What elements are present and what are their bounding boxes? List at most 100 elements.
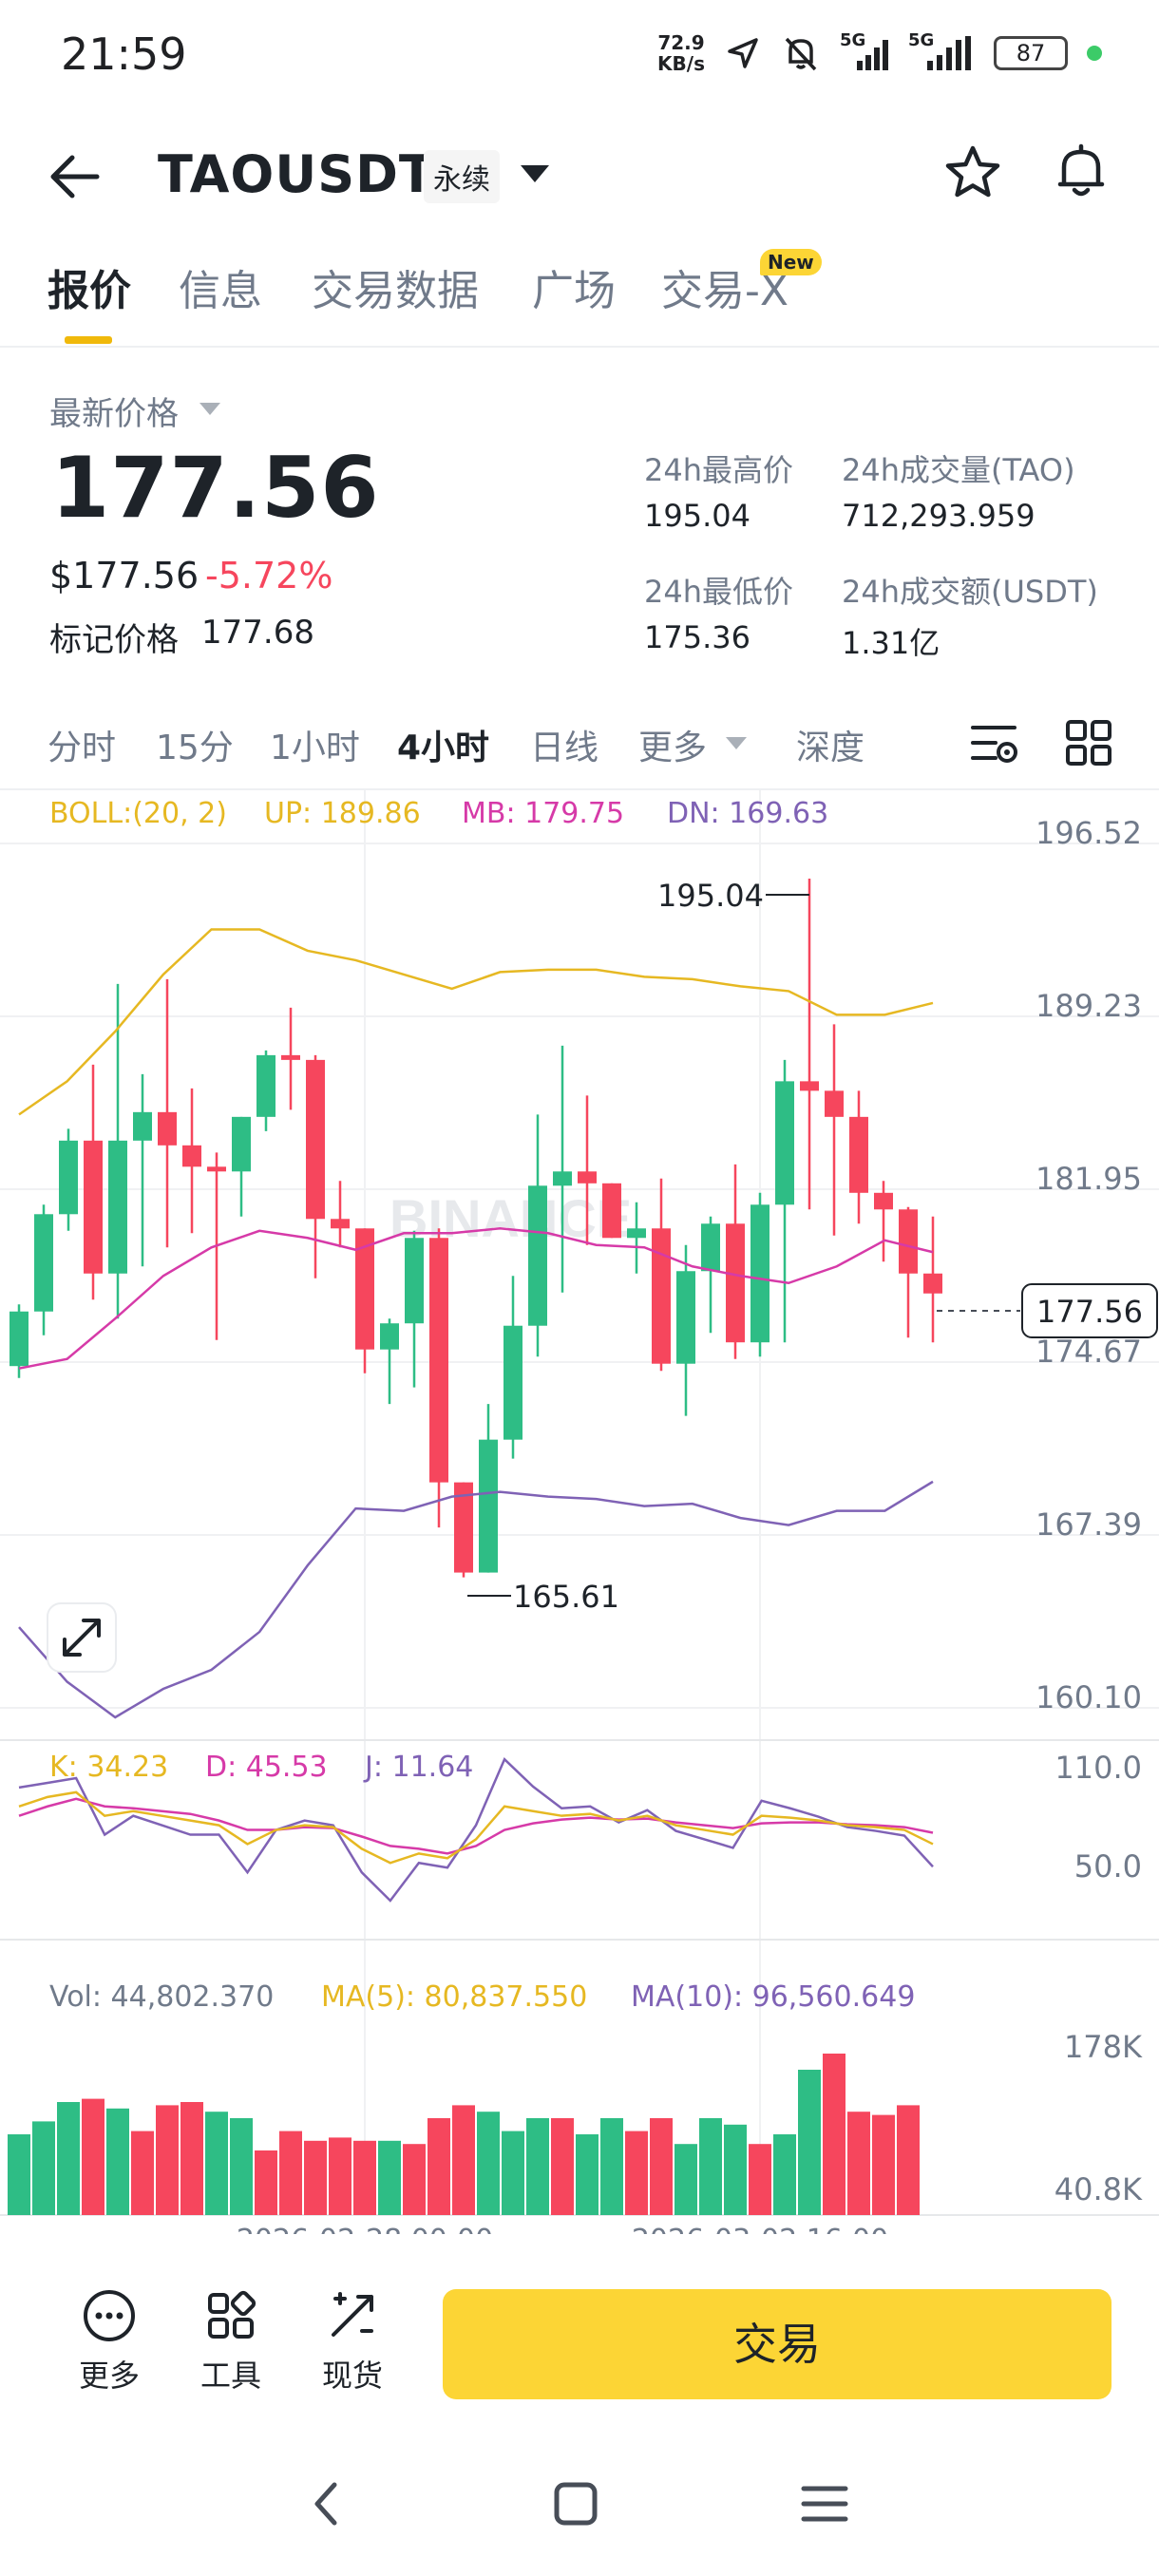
symbol-title[interactable]: TAOUSDT: [158, 144, 435, 204]
volume-bar-30: [724, 2124, 747, 2215]
last-price-label[interactable]: 最新价格: [49, 395, 179, 433]
interval-time-share[interactable]: 分时: [48, 729, 117, 767]
spot-button[interactable]: 现货: [300, 2287, 405, 2396]
candle-body-16: [380, 1323, 399, 1350]
contract-type-tag[interactable]: 永续: [424, 150, 500, 203]
chart-grid: [0, 790, 1159, 2216]
volume-bar-6: [131, 2131, 154, 2215]
depth-tab[interactable]: 深度: [796, 729, 865, 767]
price-tick-4: 174.67: [1036, 1334, 1142, 1370]
tools-button[interactable]: 工具: [179, 2287, 283, 2396]
volume-bar-18: [428, 2118, 450, 2215]
tab-bar: 报价 信息 交易数据 广场 交易-X New: [0, 249, 1159, 348]
alert-bell-icon[interactable]: [1051, 141, 1112, 201]
symbol-dropdown-icon[interactable]: [521, 165, 549, 182]
candle-body-17: [405, 1238, 424, 1324]
volume-bar-8: [180, 2102, 203, 2215]
candle-body-2: [34, 1214, 53, 1312]
turnover-24h-label: 24h成交额(USDT): [842, 574, 1098, 610]
interval-daily[interactable]: 日线: [530, 729, 599, 767]
more-button[interactable]: 更多: [57, 2287, 162, 2396]
vol-ma5: MA(5): 80,837.550: [321, 1980, 587, 2014]
volume-bars: [8, 2054, 920, 2215]
battery-icon: 87: [994, 36, 1068, 70]
kdj-k: K: 34.23: [49, 1751, 168, 1784]
tools-label: 工具: [200, 2358, 261, 2394]
candle-body-3: [59, 1140, 78, 1215]
nav-home-icon[interactable]: [547, 2475, 604, 2532]
boll-dn: DN: 169.63: [667, 797, 828, 830]
more-label: 更多: [78, 2358, 140, 2394]
mute-bell-icon: [785, 37, 817, 71]
tab-quote[interactable]: 报价: [48, 267, 131, 315]
usd-price: $177.56: [49, 555, 200, 597]
nav-back-icon[interactable]: [298, 2475, 355, 2532]
vol-label: Vol: 44,802.370: [49, 1980, 274, 2014]
candle-body-22: [528, 1185, 547, 1326]
tab-square[interactable]: 广场: [532, 267, 616, 315]
trade-button[interactable]: 交易: [443, 2289, 1112, 2399]
candle-body-14: [331, 1219, 350, 1229]
volume-24h-label: 24h成交量(TAO): [842, 452, 1075, 488]
candle-body-32: [775, 1081, 794, 1205]
volume-bar-3: [57, 2102, 80, 2215]
candle-body-19: [454, 1482, 473, 1573]
candle-body-31: [750, 1204, 770, 1343]
kdj-tick-1: 110.0: [1054, 1750, 1142, 1786]
spot-switch-icon: [332, 2292, 373, 2337]
mark-price-label: 标记价格: [49, 621, 179, 659]
kline-chart[interactable]: BINANCE BOLL:(20, 2) UP: 189.86 MB: 179.…: [0, 790, 1159, 2234]
current-price-tag-box: [1021, 1283, 1158, 1338]
high-marker: 195.04: [657, 878, 764, 914]
volume-bar-32: [773, 2134, 796, 2215]
candle-body-12: [281, 1054, 300, 1060]
price-tick-2: 189.23: [1036, 988, 1142, 1024]
volume-bar-33: [798, 2070, 821, 2215]
candles: [10, 878, 942, 1578]
location-icon: [728, 38, 758, 68]
signal-bars-icon-2: [927, 36, 971, 70]
tab-trade-data[interactable]: 交易数据: [312, 267, 479, 315]
price-tick-5: 167.39: [1036, 1506, 1142, 1543]
low-24h-value: 175.36: [644, 619, 750, 655]
watermark: BINANCE: [390, 1188, 632, 1248]
volume-bar-35: [847, 2112, 870, 2215]
boll-mb-line: [18, 1227, 934, 1370]
vol-tick-2: 40.8K: [1054, 2171, 1143, 2207]
chart-area[interactable]: BINANCE BOLL:(20, 2) UP: 189.86 MB: 179.…: [0, 788, 1159, 2234]
layout-grid-icon[interactable]: [1062, 716, 1115, 769]
nav-menu-icon[interactable]: [796, 2475, 853, 2532]
candle-body-36: [874, 1192, 893, 1210]
back-arrow-icon[interactable]: [44, 148, 110, 205]
interval-4h[interactable]: 4小时: [397, 729, 490, 767]
chart-settings-icon[interactable]: [967, 716, 1020, 769]
candle-body-13: [306, 1059, 325, 1220]
time-tick-1: 2026-02-28 00:00: [237, 2224, 493, 2234]
volume-bar-7: [156, 2105, 179, 2215]
candle-body-15: [355, 1228, 374, 1350]
candle-body-29: [701, 1223, 720, 1272]
candle-body-30: [726, 1223, 745, 1343]
candle-body-25: [602, 1183, 621, 1239]
volume-bar-11: [255, 2150, 277, 2215]
boll-mb: MB: 179.75: [462, 797, 624, 830]
favorite-star-icon[interactable]: [942, 142, 1003, 203]
candle-body-33: [800, 1081, 819, 1091]
price-label-dropdown-icon[interactable]: [200, 403, 220, 415]
interval-1h[interactable]: 1小时: [270, 729, 360, 767]
tab-info[interactable]: 信息: [179, 267, 262, 315]
candle-body-11: [256, 1054, 276, 1117]
header: TAOUSDT 永续: [0, 123, 1159, 228]
net-speed-value: 72.9: [657, 31, 705, 54]
status-icons: 72.9 KB/s 5G 5G 87: [657, 30, 1102, 74]
more-dropdown-icon[interactable]: [726, 737, 747, 749]
active-tab-indicator: [65, 336, 112, 344]
interval-more[interactable]: 更多: [638, 729, 708, 767]
current-price-tag: 177.56: [1036, 1294, 1143, 1330]
volume-bar-22: [526, 2118, 549, 2215]
volume-bar-10: [230, 2118, 253, 2215]
candle-body-20: [479, 1439, 498, 1573]
interval-15m[interactable]: 15分: [156, 729, 234, 767]
expand-chart-icon[interactable]: [47, 1602, 117, 1673]
net-speed: 72.9 KB/s: [657, 32, 705, 74]
